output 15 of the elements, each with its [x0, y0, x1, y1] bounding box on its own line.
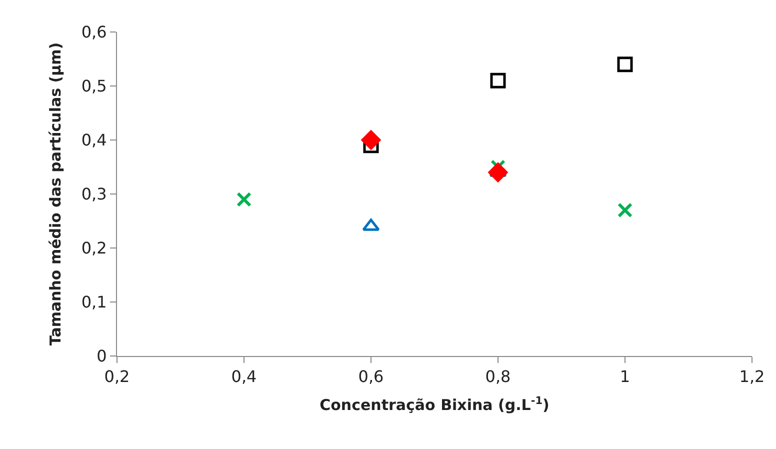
y-tick-label: 0,3 [81, 184, 107, 204]
x-tick-label: 0,8 [485, 367, 511, 386]
x-tick-label: 1,2 [739, 367, 765, 386]
x-axis-title: Concentração Bixina (g.L$^{-1}$) [320, 394, 550, 414]
y-tick-label: 0,6 [81, 22, 107, 42]
y-axis-title: Tamanho médio das partículas (µm) [46, 42, 65, 346]
x-tick-label: 1 [620, 367, 630, 386]
y-tick-label: 0 [96, 346, 107, 366]
y-tick-label: 0,2 [81, 238, 107, 258]
y-tick-label: 0,4 [81, 130, 107, 150]
x-tick-label: 0,2 [104, 367, 130, 386]
y-tick-label: 0,1 [81, 292, 107, 312]
y-tick-label: 0,5 [81, 76, 107, 96]
x-tick-label: 0,6 [358, 367, 384, 386]
x-tick-label: 0,4 [231, 367, 257, 386]
